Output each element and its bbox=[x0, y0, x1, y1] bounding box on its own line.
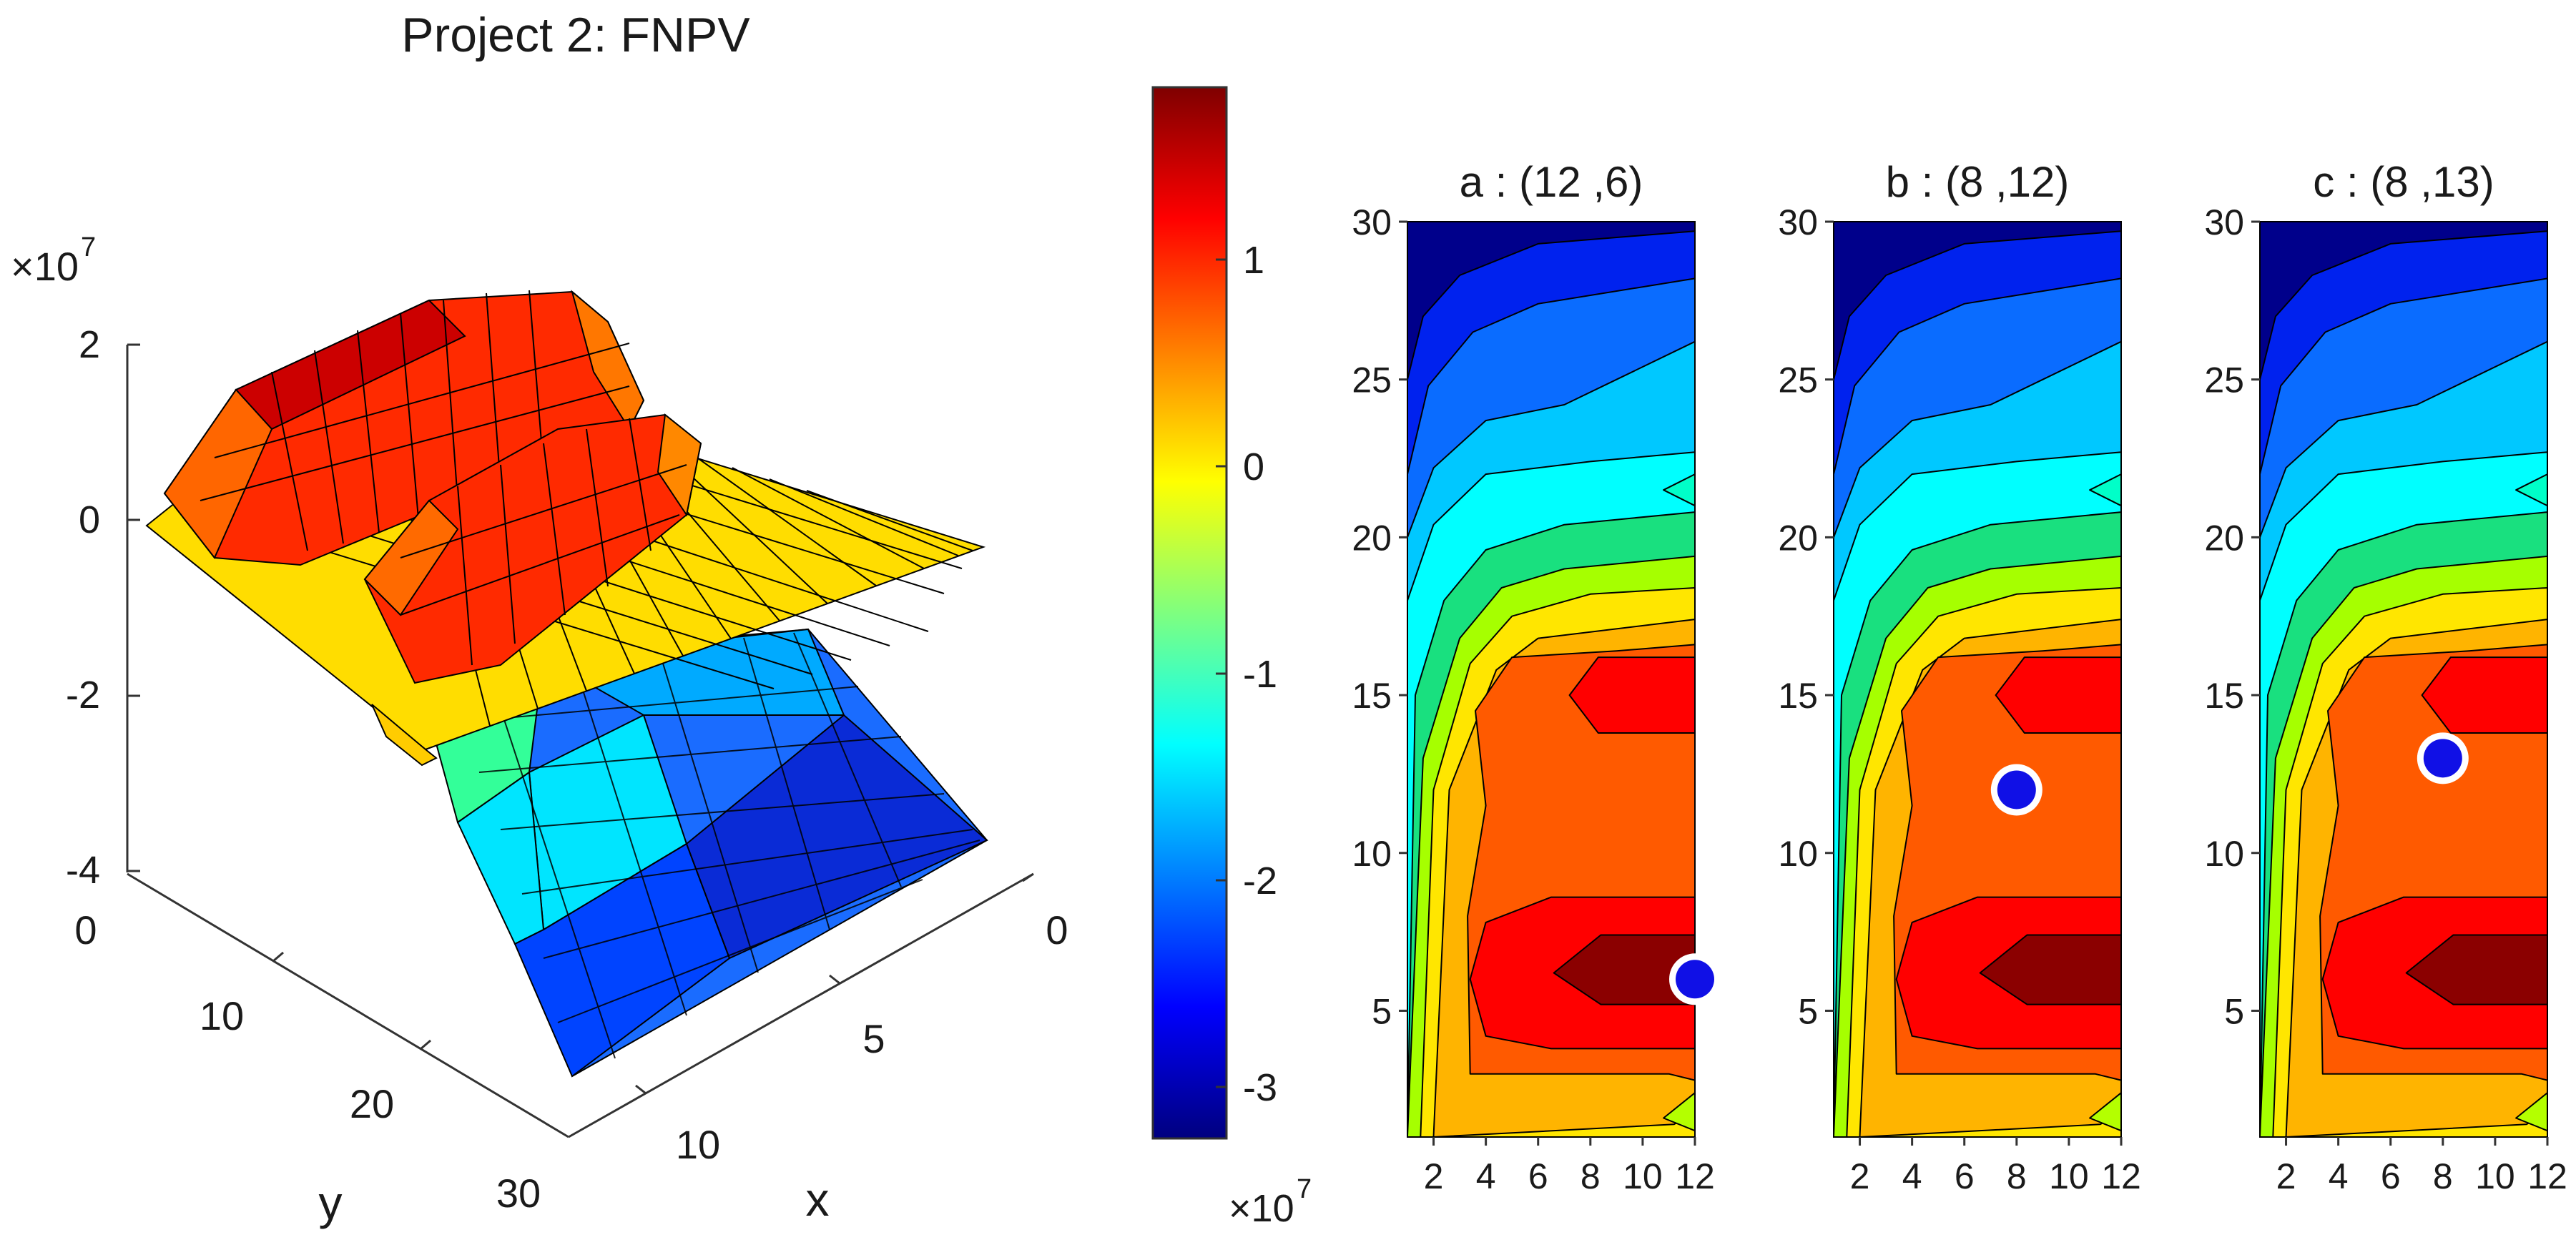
x-tick-label: 10 bbox=[2475, 1156, 2515, 1196]
surface-title: Project 2: FNPV bbox=[401, 8, 750, 62]
x-tick-label: 8 bbox=[2433, 1156, 2453, 1196]
x-tick-label: 5 bbox=[862, 1016, 885, 1061]
y-tick-label: 0 bbox=[74, 907, 97, 953]
contour-band-darkred bbox=[2405, 934, 2548, 1005]
y-tick-label: 30 bbox=[496, 1171, 541, 1216]
x-tick-label: 2 bbox=[2276, 1156, 2296, 1196]
contour-panel-3: c : (8 ,13) 2 4 6 8 10 12 5 10 15 20 25 30 bbox=[2204, 158, 2567, 1196]
x-tick-label: 12 bbox=[2101, 1156, 2141, 1196]
y-tick-label: 5 bbox=[1372, 991, 1392, 1031]
x-tick-label: 6 bbox=[1528, 1156, 1548, 1196]
x-tick-label: 4 bbox=[1902, 1156, 1922, 1196]
marked-point bbox=[2423, 739, 2462, 778]
x-tick-label: 4 bbox=[1476, 1156, 1496, 1196]
y-tick-label: 25 bbox=[1778, 360, 1818, 400]
colorbar-tick-label: -2 bbox=[1243, 860, 1277, 902]
contour-band-red-top bbox=[1568, 656, 1696, 734]
x-tick-label: 4 bbox=[2329, 1156, 2349, 1196]
surface-plot: Project 2: FNPV ×10 7 2 0 -2 -4 0 10 2 bbox=[11, 8, 1068, 1229]
colorbar-exponent-power: 7 bbox=[1297, 1174, 1312, 1204]
contour-band-aqua-notch bbox=[1663, 473, 1696, 507]
y-tick-label: 25 bbox=[1352, 360, 1392, 400]
colorbar-exponent-base: ×10 bbox=[1229, 1187, 1294, 1230]
y-tick-label: 10 bbox=[200, 993, 244, 1038]
y-tick-label: 10 bbox=[1778, 834, 1818, 874]
marked-point bbox=[1676, 960, 1714, 999]
x-tick-label: 8 bbox=[2007, 1156, 2027, 1196]
contour-band-aqua-notch bbox=[2089, 473, 2122, 507]
y-tick-label: 5 bbox=[1798, 991, 1818, 1031]
marked-point bbox=[1997, 770, 2036, 809]
y-tick-label: 10 bbox=[1352, 834, 1392, 874]
y-tick-label: 30 bbox=[1778, 202, 1818, 242]
y-tick-label: 20 bbox=[350, 1081, 394, 1126]
y-tick-label: 5 bbox=[2224, 991, 2244, 1031]
x-axis-label: x bbox=[806, 1173, 830, 1226]
z-tick-label: -4 bbox=[66, 849, 100, 892]
colorbar-tick-label: -1 bbox=[1243, 653, 1277, 696]
x-axis-line bbox=[568, 872, 1034, 1138]
y-axis-ticks bbox=[272, 951, 431, 1050]
y-axis-label: y bbox=[319, 1176, 343, 1229]
y-tick-label: 20 bbox=[1778, 518, 1818, 558]
contour-band-darkred bbox=[1979, 934, 2122, 1005]
x-tick-label: 12 bbox=[1675, 1156, 1715, 1196]
z-tick-label: 2 bbox=[79, 323, 100, 366]
surface-exponent-base: ×10 bbox=[11, 244, 79, 289]
contour-panel-2: b : (8 ,12) 2 4 6 8 10 12 5 10 15 20 25 30 bbox=[1778, 158, 2140, 1196]
y-tick-label: 25 bbox=[2204, 360, 2244, 400]
contour-band-red-top bbox=[2421, 656, 2548, 734]
y-tick-label: 20 bbox=[1352, 518, 1392, 558]
contour-band-aqua-notch bbox=[2515, 473, 2548, 507]
y-tick-label: 20 bbox=[2204, 518, 2244, 558]
x-tick-label: 0 bbox=[1046, 907, 1068, 953]
contour-band-red-top bbox=[1995, 656, 2122, 734]
y-tick-label: 10 bbox=[2204, 834, 2244, 874]
y-tick-label: 15 bbox=[2204, 676, 2244, 716]
colorbar: 1 0 -1 -2 -3 ×10 7 bbox=[1151, 86, 1312, 1230]
x-tick-label: 6 bbox=[1955, 1156, 1975, 1196]
y-tick-label: 15 bbox=[1352, 676, 1392, 716]
y-tick-label: 30 bbox=[2204, 202, 2244, 242]
surface-ridge-near bbox=[363, 413, 702, 684]
z-tick-label: 0 bbox=[79, 498, 100, 541]
x-tick-label: 12 bbox=[2527, 1156, 2567, 1196]
contour-band-lime-corner bbox=[2089, 1092, 2122, 1132]
y-tick-label: 15 bbox=[1778, 676, 1818, 716]
colorbar-tick-label: 0 bbox=[1243, 446, 1264, 488]
x-axis-ticks bbox=[635, 872, 1034, 1095]
surface-ridge-far bbox=[163, 290, 645, 566]
x-tick-label: 10 bbox=[2049, 1156, 2089, 1196]
x-tick-label: 8 bbox=[1580, 1156, 1601, 1196]
colorbar-tick-label: 1 bbox=[1243, 239, 1264, 282]
z-axis-ticks bbox=[127, 343, 140, 872]
x-tick-label: 2 bbox=[1850, 1156, 1870, 1196]
colorbar-ticks bbox=[1216, 258, 1226, 1088]
surface-exponent-power: 7 bbox=[81, 232, 96, 262]
x-tick-label: 2 bbox=[1424, 1156, 1444, 1196]
y-axis-line bbox=[127, 872, 569, 1138]
colorbar-tick-label: -3 bbox=[1243, 1066, 1277, 1109]
contour-band-lime-corner bbox=[1663, 1092, 1696, 1132]
z-tick-label: -2 bbox=[66, 674, 100, 717]
lower-surface bbox=[413, 628, 988, 1078]
contour-title: c : (8 ,13) bbox=[2313, 158, 2494, 206]
colorbar-gradient bbox=[1151, 86, 1228, 1140]
contour-panel-1: a : (12 ,6) 2 4 6 8 10 12 5 10 15 20 25 30 bbox=[1352, 158, 1721, 1196]
x-tick-label: 6 bbox=[2381, 1156, 2401, 1196]
contour-title: a : (12 ,6) bbox=[1460, 158, 1643, 206]
x-tick-label: 10 bbox=[676, 1122, 720, 1167]
contour-band-lime-corner bbox=[2515, 1092, 2548, 1132]
x-tick-label: 10 bbox=[1623, 1156, 1663, 1196]
y-tick-label: 30 bbox=[1352, 202, 1392, 242]
contour-title: b : (8 ,12) bbox=[1886, 158, 2070, 206]
